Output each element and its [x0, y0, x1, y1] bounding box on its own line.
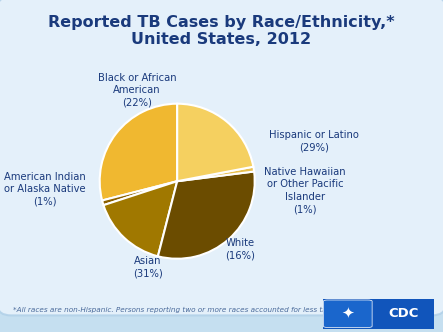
FancyBboxPatch shape — [323, 300, 372, 327]
Text: Asian
(31%): Asian (31%) — [133, 256, 163, 278]
Text: White
(16%): White (16%) — [225, 238, 255, 261]
Wedge shape — [104, 181, 177, 256]
Text: *All races are non-Hispanic. Persons reporting two or more races accounted for l: *All races are non-Hispanic. Persons rep… — [13, 307, 395, 313]
Wedge shape — [177, 167, 254, 181]
Text: Native Hawaiian
or Other Pacific
Islander
(1%): Native Hawaiian or Other Pacific Islande… — [264, 167, 346, 214]
Wedge shape — [177, 104, 253, 181]
Text: Hispanic or Latino
(29%): Hispanic or Latino (29%) — [268, 130, 358, 152]
Text: Black or African
American
(22%): Black or African American (22%) — [97, 73, 176, 108]
FancyBboxPatch shape — [0, 0, 443, 315]
Text: CDC: CDC — [388, 307, 418, 320]
Text: Reported TB Cases by Race/Ethnicity,*
United States, 2012: Reported TB Cases by Race/Ethnicity,* Un… — [48, 15, 395, 47]
Text: ✦: ✦ — [342, 306, 354, 321]
Wedge shape — [102, 181, 177, 205]
Text: American Indian
or Alaska Native
(1%): American Indian or Alaska Native (1%) — [4, 172, 85, 207]
FancyBboxPatch shape — [318, 297, 439, 330]
Wedge shape — [100, 104, 177, 201]
Wedge shape — [158, 172, 255, 259]
